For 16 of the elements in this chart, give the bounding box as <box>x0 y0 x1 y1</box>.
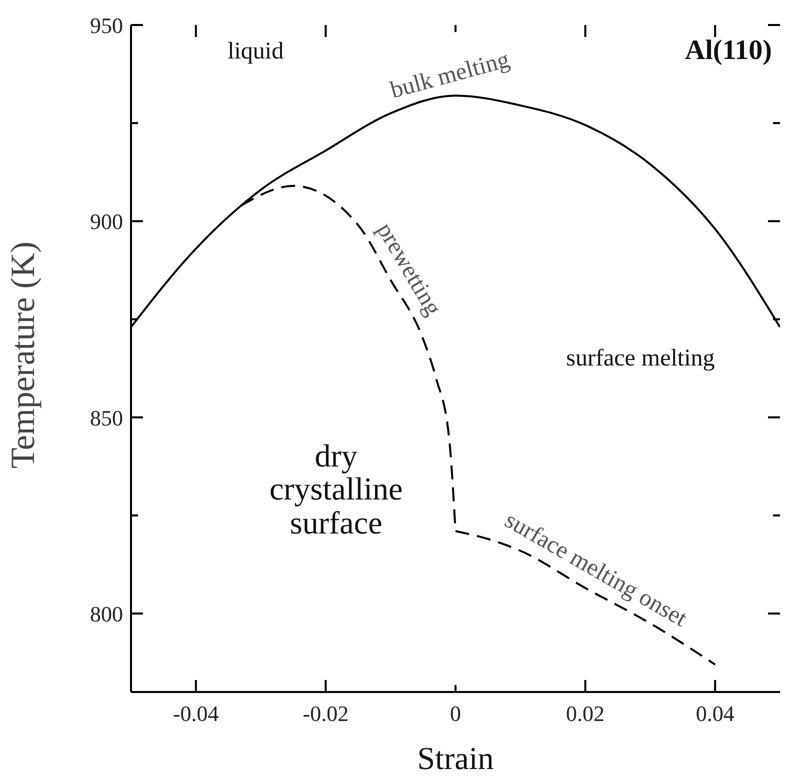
y-tick-label: 900 <box>90 209 123 234</box>
y-tick-label: 850 <box>90 405 123 430</box>
y-axis-title: Temperature (K) <box>5 242 42 468</box>
x-tick-label: 0.04 <box>696 701 734 727</box>
x-tick-label: -0.04 <box>172 701 219 727</box>
x-tick-label: 0.02 <box>566 701 605 727</box>
x-tick-label: 0 <box>450 701 461 727</box>
annotation: surface melting <box>566 344 715 372</box>
y-tick-label: 950 <box>90 13 123 38</box>
x-axis-title: Strain <box>417 740 494 776</box>
annotation: bulk melting <box>388 46 512 104</box>
annotation: dry crystalline surface <box>269 438 403 541</box>
y-tick-label: 800 <box>90 602 123 627</box>
chart-title: Al(110) <box>684 35 772 67</box>
annotation: liquid <box>228 38 284 64</box>
x-tick-label: -0.02 <box>302 701 349 727</box>
